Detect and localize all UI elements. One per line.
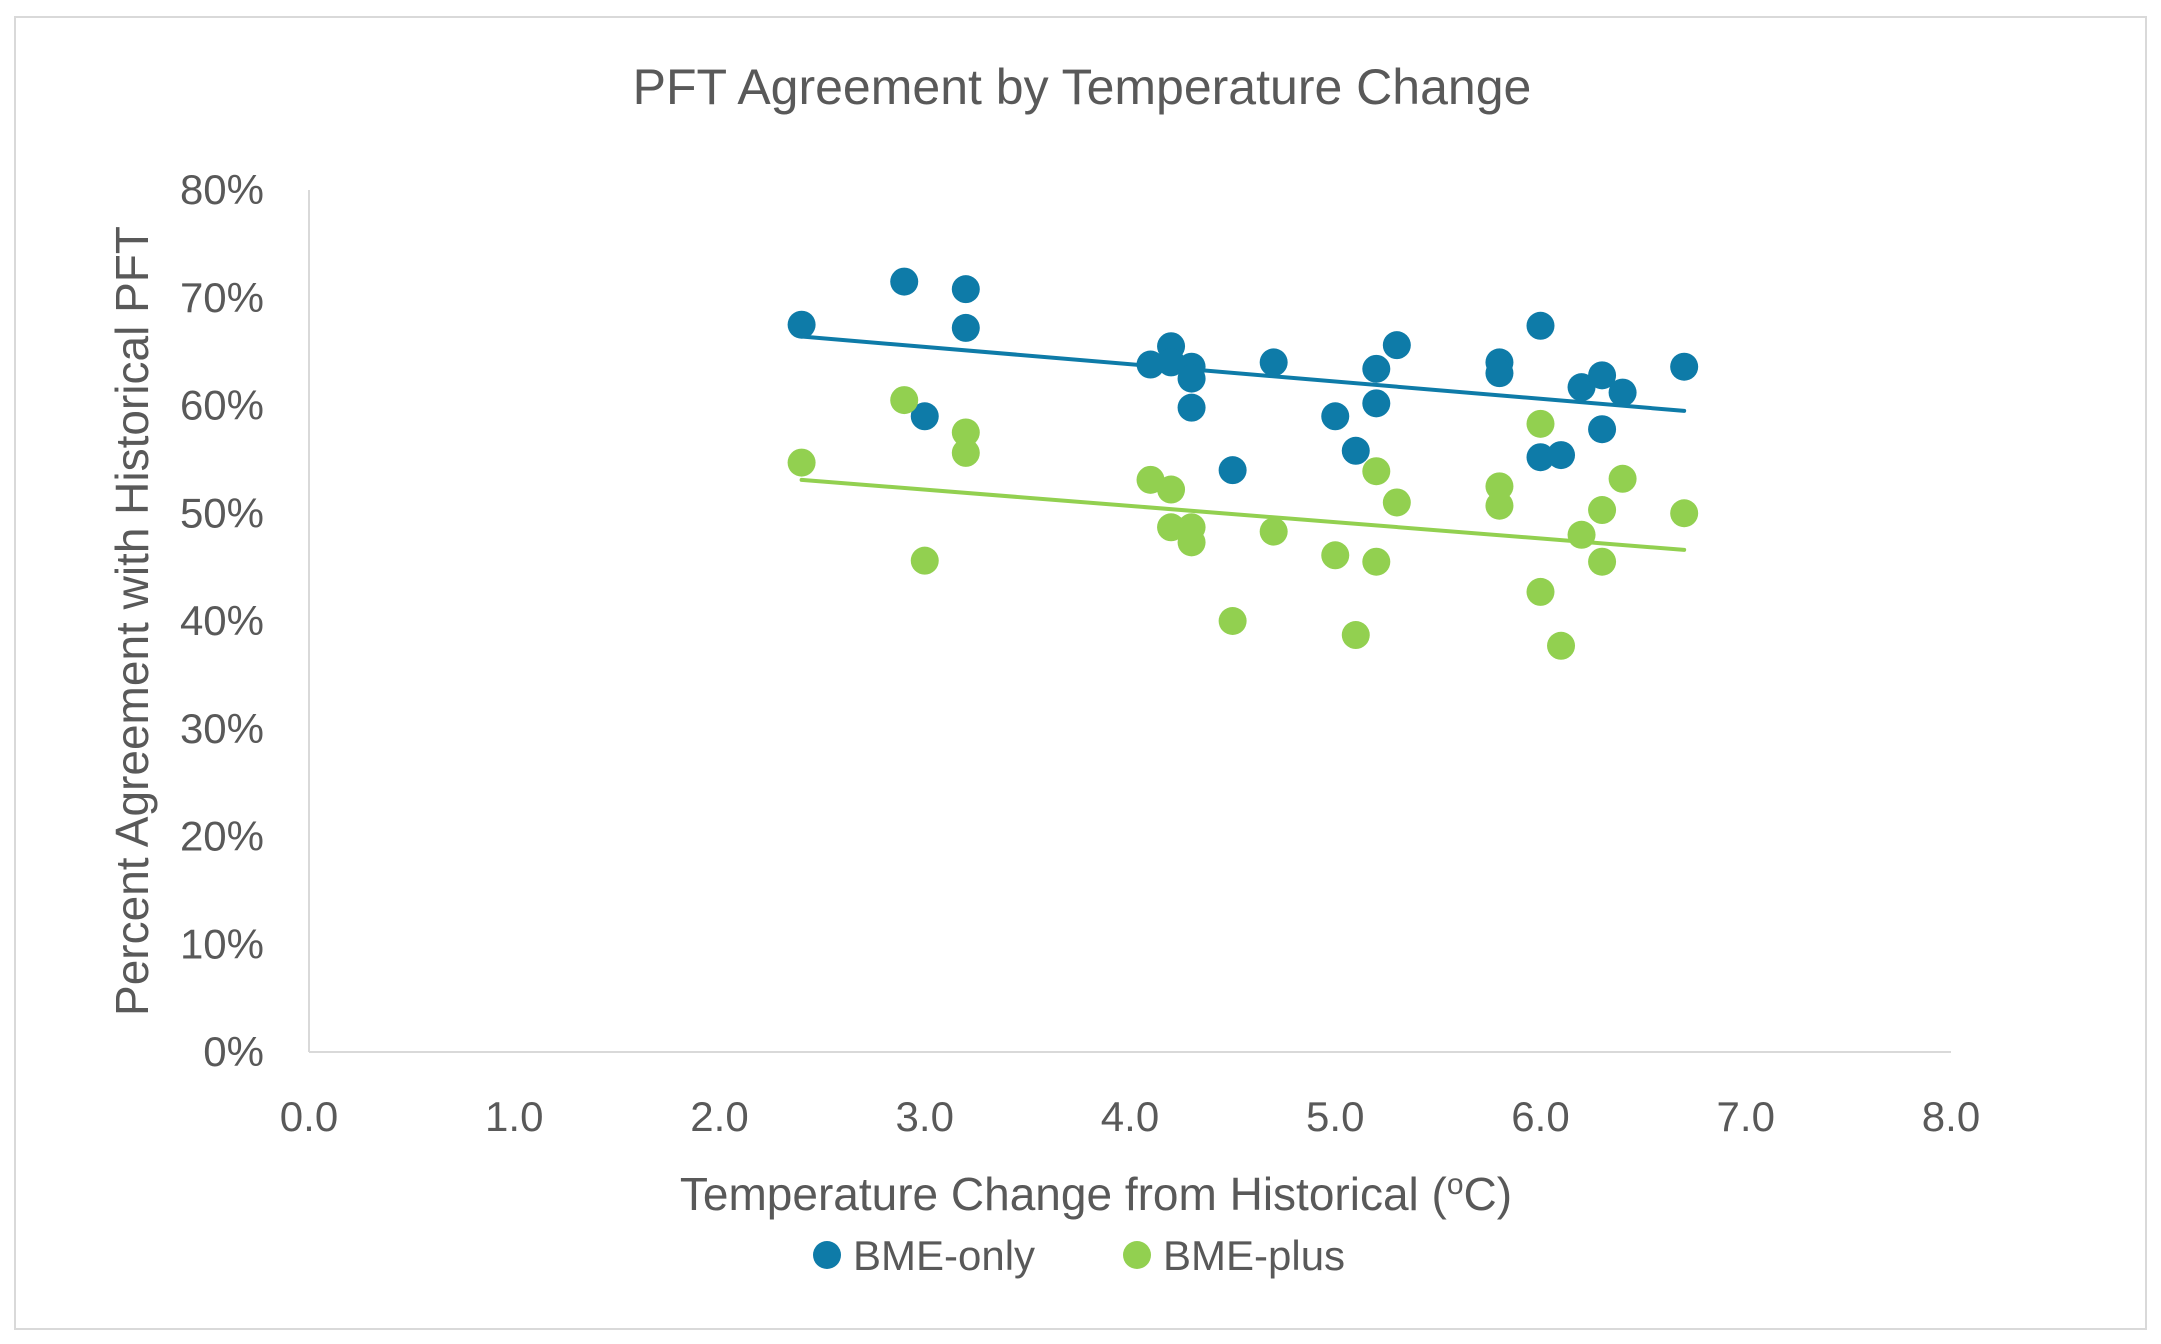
chart-frame xyxy=(14,16,2147,1330)
data-point-bme-only xyxy=(1526,311,1555,340)
x-tick-label: 7.0 xyxy=(1717,1093,1775,1140)
data-point-bme-plus xyxy=(951,418,980,447)
data-point-bme-plus xyxy=(1567,520,1596,549)
data-point-bme-plus xyxy=(1259,517,1288,546)
data-point-bme-plus xyxy=(1547,631,1576,660)
data-point-bme-plus xyxy=(1485,472,1514,501)
data-point-bme-only xyxy=(910,402,939,431)
data-point-bme-only xyxy=(951,275,980,304)
data-point-bme-only xyxy=(1362,354,1391,383)
legend-label-bme-plus: BME-plus xyxy=(1163,1232,1345,1279)
data-point-bme-plus xyxy=(1218,607,1247,635)
data-point-bme-only xyxy=(1136,350,1165,379)
trendline-bme-only xyxy=(799,334,1687,413)
x-axis-title-main: Temperature Change from Historical ( xyxy=(680,1168,1448,1220)
data-point-bme-plus xyxy=(1526,577,1555,606)
x-tick-label: 2.0 xyxy=(690,1093,748,1140)
data-point-bme-only xyxy=(1321,402,1350,431)
data-point-bme-only xyxy=(787,310,816,339)
x-tick-label: 3.0 xyxy=(896,1093,954,1140)
legend-item-bme-plus: BME-plus xyxy=(1123,1232,1345,1279)
data-point-bme-plus xyxy=(1177,528,1206,557)
data-point-bme-only xyxy=(1670,352,1699,381)
data-point-bme-plus xyxy=(910,546,939,575)
data-point-bme-only xyxy=(1547,441,1576,470)
legend-marker-bme-only xyxy=(813,1241,841,1269)
data-point-bme-plus xyxy=(1157,475,1186,504)
data-point-bme-plus xyxy=(1382,488,1411,517)
legend-label-bme-only: BME-only xyxy=(853,1232,1035,1279)
x-axis-title: Temperature Change from Historical (oC) xyxy=(680,1168,1512,1220)
data-point-bme-plus xyxy=(1362,457,1391,486)
x-tick-label: 6.0 xyxy=(1511,1093,1569,1140)
y-tick-label: 70% xyxy=(180,274,264,321)
data-point-bme-only xyxy=(1526,443,1555,472)
data-point-bme-only xyxy=(1177,393,1206,422)
data-point-bme-only xyxy=(1588,361,1617,390)
legend: BME-only BME-plus xyxy=(813,1232,1345,1279)
legend-item-bme-only: BME-only xyxy=(813,1232,1035,1279)
data-point-bme-only xyxy=(1218,456,1247,485)
data-point-bme-plus xyxy=(1157,513,1186,542)
data-point-bme-only xyxy=(1341,436,1370,465)
data-point-bme-plus xyxy=(890,386,919,415)
data-point-bme-plus xyxy=(1321,541,1350,570)
x-tick-label: 1.0 xyxy=(485,1093,543,1140)
data-point-bme-plus xyxy=(1588,547,1617,576)
x-tick-label: 0.0 xyxy=(280,1093,338,1140)
y-tick-label: 50% xyxy=(180,489,264,536)
y-tick-label: 80% xyxy=(180,166,264,213)
x-axis-title-suffix: C) xyxy=(1464,1168,1513,1220)
legend-marker-bme-plus xyxy=(1123,1241,1151,1269)
y-tick-label: 0% xyxy=(203,1028,264,1075)
y-tick-label: 20% xyxy=(180,813,264,860)
y-tick-label: 10% xyxy=(180,920,264,967)
data-point-bme-only xyxy=(951,313,980,342)
data-point-bme-only xyxy=(1567,373,1596,402)
data-point-bme-only xyxy=(1608,378,1637,407)
data-points xyxy=(787,267,1699,660)
data-point-bme-plus xyxy=(1485,491,1514,520)
trendlines xyxy=(799,334,1687,552)
x-tick-label: 8.0 xyxy=(1922,1093,1980,1140)
data-point-bme-plus xyxy=(1362,547,1391,576)
x-axis-title-superscript: o xyxy=(1447,1168,1464,1201)
y-tick-label: 30% xyxy=(180,705,264,752)
data-point-bme-plus xyxy=(1341,621,1370,650)
x-tick-labels: 0.0 1.0 2.0 3.0 4.0 5.0 6.0 7.0 8.0 xyxy=(280,1093,1980,1140)
data-point-bme-only xyxy=(1485,359,1514,388)
data-point-bme-plus xyxy=(951,438,980,467)
data-point-bme-only xyxy=(1177,364,1206,393)
data-point-bme-only xyxy=(1259,348,1288,377)
data-point-bme-only xyxy=(890,267,919,296)
data-point-bme-only xyxy=(1588,415,1617,444)
data-point-bme-plus xyxy=(1588,496,1617,525)
y-axis-title: Percent Agreement with Historical PFT xyxy=(106,226,158,1016)
data-point-bme-only xyxy=(1382,331,1411,360)
x-tick-label: 5.0 xyxy=(1306,1093,1364,1140)
data-point-bme-plus xyxy=(787,448,816,477)
data-point-bme-plus xyxy=(1526,409,1555,438)
x-tick-label: 4.0 xyxy=(1101,1093,1159,1140)
data-point-bme-plus xyxy=(1608,464,1637,493)
data-point-bme-only xyxy=(1362,389,1391,418)
y-tick-labels: 0% 10% 20% 30% 40% 50% 60% 70% 80% xyxy=(180,166,264,1075)
y-tick-label: 40% xyxy=(180,597,264,644)
trendline-bme-plus xyxy=(799,477,1687,552)
y-tick-label: 60% xyxy=(180,382,264,429)
chart-title: PFT Agreement by Temperature Change xyxy=(633,59,1532,115)
data-point-bme-plus xyxy=(1670,499,1699,528)
